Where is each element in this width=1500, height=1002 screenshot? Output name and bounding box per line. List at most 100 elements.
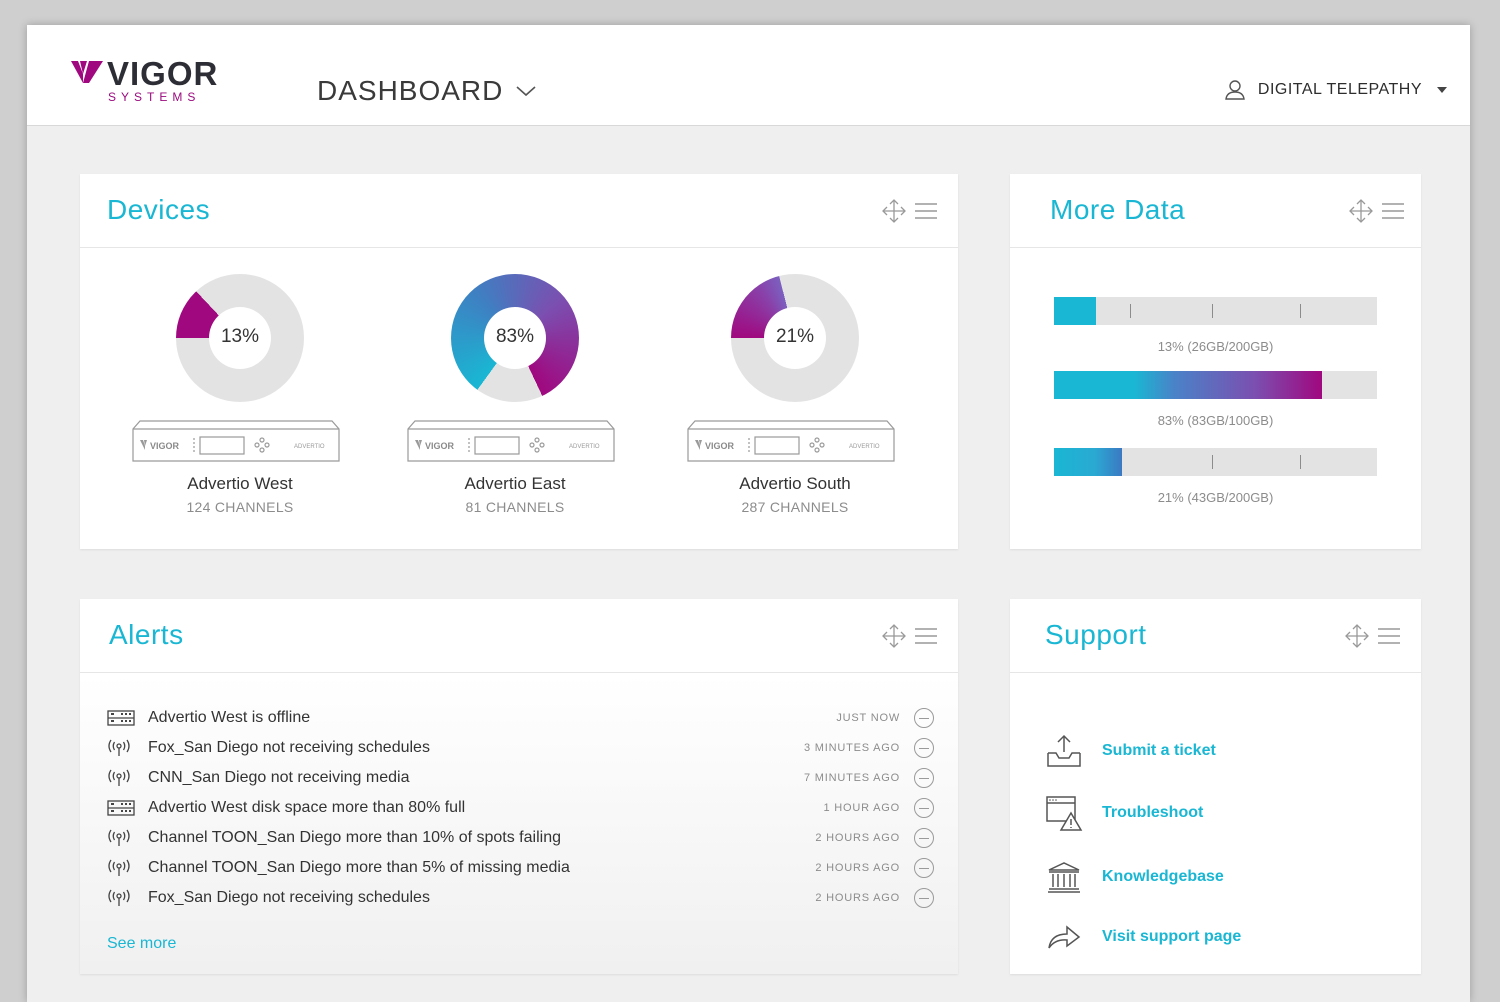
support-item-visit-page[interactable]: Visit support page	[1044, 917, 1241, 957]
menu-icon[interactable]	[1377, 627, 1401, 645]
server-icon	[107, 709, 135, 727]
support-label: Troubleshoot	[1102, 804, 1204, 821]
move-icon[interactable]	[882, 199, 906, 223]
menu-icon[interactable]	[914, 627, 938, 645]
app-window: VIGOR SYSTEMS DASHBOARD DIGITAL TELEPATH…	[27, 25, 1470, 1002]
broadcast-icon	[107, 739, 135, 757]
device-box-model: ADVERTIO	[569, 444, 600, 450]
more-data-title: More Data	[1050, 194, 1186, 225]
donut-hole	[764, 307, 826, 369]
device-channels: 124 CHANNELS	[186, 499, 294, 515]
alert-message: Channel TOON_San Diego more than 5% of m…	[148, 859, 570, 876]
device-name: Advertio West	[187, 474, 293, 493]
usage-bar-label: 83% (83GB/100GB)	[1157, 413, 1274, 428]
alert-message: Advertio West is offline	[148, 709, 311, 726]
dismiss-alert-button[interactable]	[914, 828, 934, 848]
broadcast-icon	[107, 889, 135, 907]
alert-row[interactable]: Channel TOON_San Diego more than 10% of …	[107, 823, 934, 853]
menu-icon[interactable]	[1381, 202, 1405, 220]
usage-bar-fill	[1054, 448, 1122, 476]
dismiss-alert-button[interactable]	[914, 738, 934, 758]
device-name: Advertio East	[464, 474, 566, 493]
user-menu[interactable]: DIGITAL TELEPATHY	[1224, 79, 1450, 101]
device-box-model: ADVERTIO	[294, 444, 325, 450]
alerts-title: Alerts	[109, 619, 184, 650]
vigor-logo-mark	[71, 61, 103, 83]
alert-row[interactable]: Channel TOON_San Diego more than 5% of m…	[107, 853, 934, 883]
move-icon[interactable]	[1345, 624, 1369, 648]
more-data-card-header: More Data	[1010, 174, 1421, 248]
devices-title: Devices	[107, 194, 211, 225]
see-more-link[interactable]: See more	[107, 935, 177, 952]
user-name: DIGITAL TELEPATHY	[1257, 81, 1422, 98]
user-icon	[1225, 80, 1245, 100]
device-box-model: ADVERTIO	[849, 444, 880, 450]
broadcast-icon	[107, 859, 135, 877]
device-box-illustration: VIGOR ADVERTIO	[407, 420, 615, 462]
alert-message: Fox_San Diego not receiving schedules	[148, 739, 430, 756]
usage-bar-fill	[1054, 297, 1096, 325]
alert-row[interactable]: Advertio West is offline JUST NOW	[107, 703, 934, 733]
device-channels: 81 CHANNELS	[465, 499, 565, 515]
bar-tick	[1300, 304, 1301, 318]
upload-tray-icon	[1044, 731, 1084, 771]
alert-time: 3 MINUTES AGO	[804, 742, 900, 754]
bar-tick	[1212, 304, 1213, 318]
menu-icon[interactable]	[914, 202, 938, 220]
device-item[interactable]: 13% VIGOR ADVERTIO Advertio West 124 CHA…	[125, 274, 355, 524]
dashboard-menu[interactable]: DASHBOARD	[317, 75, 537, 107]
support-item-knowledgebase[interactable]: Knowledgebase	[1044, 857, 1224, 897]
donut-hole	[484, 307, 546, 369]
logo-subtitle: SYSTEMS	[108, 90, 201, 104]
dismiss-alert-button[interactable]	[914, 888, 934, 908]
support-item-troubleshoot[interactable]: Troubleshoot	[1044, 793, 1203, 833]
alert-row[interactable]: Fox_San Diego not receiving schedules 2 …	[107, 883, 934, 913]
support-label: Submit a ticket	[1102, 742, 1216, 759]
usage-bar-row: 83% (83GB/100GB)	[1054, 371, 1377, 428]
device-box-illustration: VIGOR ADVERTIO	[687, 420, 895, 462]
move-icon[interactable]	[882, 624, 906, 648]
alert-message: Advertio West disk space more than 80% f…	[148, 799, 466, 816]
support-label: Visit support page	[1102, 928, 1242, 945]
devices-card-tools	[882, 199, 938, 223]
share-arrow-icon	[1044, 917, 1084, 957]
dismiss-alert-button[interactable]	[914, 708, 934, 728]
devices-card-header: Devices	[80, 174, 958, 248]
usage-bar-label: 13% (26GB/200GB)	[1157, 339, 1274, 354]
server-icon	[107, 799, 135, 817]
usage-bar-row: 21% (43GB/200GB)	[1054, 448, 1377, 505]
bar-tick	[1300, 455, 1301, 469]
dashboard-label: DASHBOARD	[317, 75, 504, 106]
alert-row[interactable]: Fox_San Diego not receiving schedules 3 …	[107, 733, 934, 763]
dismiss-alert-button[interactable]	[914, 798, 934, 818]
dismiss-alert-button[interactable]	[914, 858, 934, 878]
alert-time: 2 HOURS AGO	[815, 892, 900, 904]
alert-time: JUST NOW	[836, 712, 900, 724]
device-item[interactable]: 21% VIGOR ADVERTIO Advertio South 287 CH…	[680, 274, 910, 524]
device-box-brand: VIGOR	[705, 441, 735, 451]
dismiss-alert-button[interactable]	[914, 768, 934, 788]
usage-bar-row: 13% (26GB/200GB)	[1054, 297, 1377, 354]
usage-bar-fill	[1054, 371, 1323, 399]
device-name: Advertio South	[739, 474, 851, 493]
alert-time: 2 HOURS AGO	[815, 832, 900, 844]
alert-row[interactable]: CNN_San Diego not receiving media 7 MINU…	[107, 763, 934, 793]
device-usage-donut: 13%	[176, 274, 304, 402]
devices-card: Devices 13%	[80, 174, 958, 549]
alert-row[interactable]: Advertio West disk space more than 80% f…	[107, 793, 934, 823]
usage-bar-track	[1054, 448, 1377, 476]
device-box-illustration: VIGOR ADVERTIO	[132, 420, 340, 462]
device-item[interactable]: 83% VIGOR ADVERTIO Advertio East 81 CHAN…	[400, 274, 630, 524]
alert-message: Channel TOON_San Diego more than 10% of …	[148, 829, 561, 846]
usage-bar-track	[1054, 371, 1377, 399]
more-data-card: More Data 13% (26GB/200GB) 83%	[1010, 174, 1421, 549]
bar-tick	[1212, 455, 1213, 469]
support-item-submit-ticket[interactable]: Submit a ticket	[1044, 731, 1216, 771]
logo-word: VIGOR	[107, 55, 219, 92]
alert-time: 1 HOUR AGO	[823, 802, 900, 814]
move-icon[interactable]	[1349, 199, 1373, 223]
vigor-logo[interactable]: VIGOR SYSTEMS	[71, 55, 231, 105]
bar-tick	[1130, 304, 1131, 318]
support-card: Support Submit a ticket	[1010, 599, 1421, 974]
device-usage-percent: 21%	[775, 326, 815, 347]
